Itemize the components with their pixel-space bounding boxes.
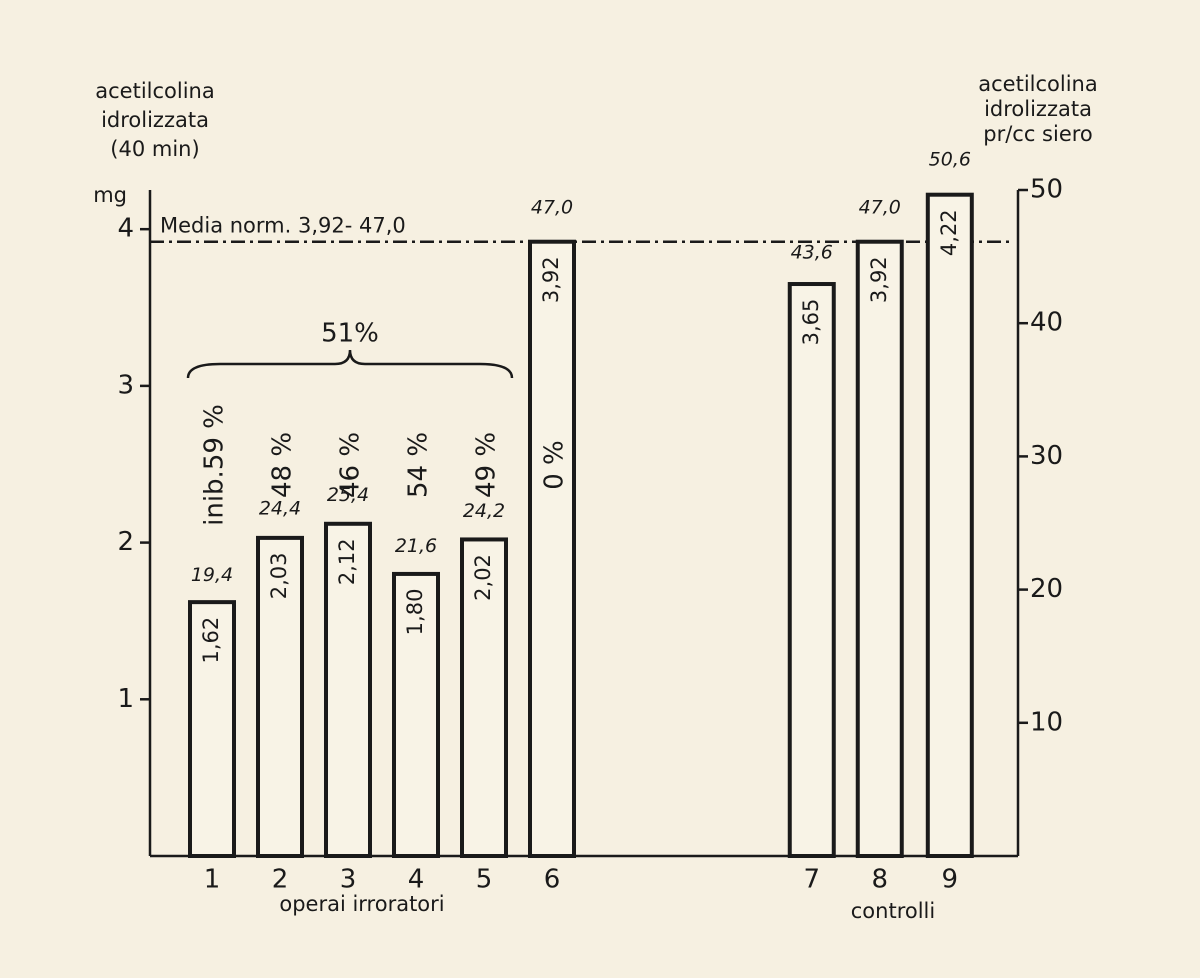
y2-value-label: 19,4 [191, 564, 233, 586]
x-tick-label: 3 [340, 865, 357, 895]
bar [528, 239, 576, 858]
bar [460, 537, 508, 858]
x-tick-label: 2 [272, 865, 289, 895]
value-label: 2,12 [335, 538, 359, 585]
y2-tick-label: 20 [1030, 574, 1063, 604]
value-label: 3,92 [539, 256, 563, 303]
bar [787, 282, 836, 858]
x-tick-label: 4 [408, 865, 425, 895]
reference-label: Media norm. 3,92- 47,0 [160, 214, 406, 238]
y-tick-label: 2 [117, 527, 134, 557]
inhibition-label: 48 % [268, 432, 298, 498]
x-tick-label: 7 [803, 865, 820, 895]
inhibition-label: 54 % [404, 432, 434, 498]
y2-tick-label: 40 [1030, 308, 1063, 338]
y-tick-label: 3 [117, 370, 134, 400]
inhibition-label: 0 % [540, 440, 570, 490]
x-tick-label: 5 [476, 865, 493, 895]
y2-tick-label: 50 [1030, 175, 1063, 205]
y-title: (40 min) [110, 137, 199, 161]
value-label: 1,80 [403, 589, 427, 636]
value-label: 2,02 [471, 554, 495, 601]
bar [188, 600, 236, 858]
y2-value-label: 43,6 [791, 242, 833, 264]
inhibition-label: 49 % [472, 432, 502, 498]
y2-value-label: 25,4 [327, 484, 369, 506]
y-tick-label: 1 [117, 684, 134, 714]
inhibition-label: inib.59 % [200, 404, 230, 526]
y-title: acetilcolina [95, 79, 214, 103]
bar [256, 535, 304, 859]
bar [925, 192, 974, 858]
value-label: 4,22 [937, 209, 961, 256]
value-label: 1,62 [199, 617, 223, 664]
y-title: idrolizzata [101, 108, 209, 132]
bar [855, 239, 904, 858]
brace-label: 51% [321, 319, 379, 349]
x-tick-label: 8 [871, 865, 888, 895]
y2-title: acetilcolina [978, 72, 1097, 96]
group-label: operai irroratori [279, 892, 444, 916]
y2-value-label: 47,0 [531, 196, 573, 218]
y2-value-label: 24,4 [259, 497, 301, 519]
value-label: 3,65 [799, 299, 823, 346]
group-label: controlli [851, 899, 935, 923]
y2-value-label: 50,6 [929, 149, 971, 171]
bar [392, 571, 440, 858]
y2-title: pr/cc siero [983, 122, 1093, 146]
x-tick-label: 1 [204, 865, 221, 895]
y2-tick-label: 10 [1030, 707, 1063, 737]
x-tick-label: 9 [942, 865, 959, 895]
bar [324, 521, 372, 858]
y2-value-label: 21,6 [395, 535, 437, 557]
y2-value-label: 47,0 [859, 196, 901, 218]
group-brace [186, 349, 514, 379]
x-tick-label: 6 [544, 865, 561, 895]
y-unit: mg [93, 183, 127, 207]
value-label: 3,92 [867, 256, 891, 303]
y2-value-label: 24,2 [463, 500, 505, 522]
inhibition-label: 46 % [336, 432, 366, 498]
value-label: 2,03 [267, 553, 291, 600]
y-tick-label: 4 [117, 214, 134, 244]
y2-tick-label: 30 [1030, 441, 1063, 471]
y2-title: idrolizzata [984, 97, 1092, 121]
